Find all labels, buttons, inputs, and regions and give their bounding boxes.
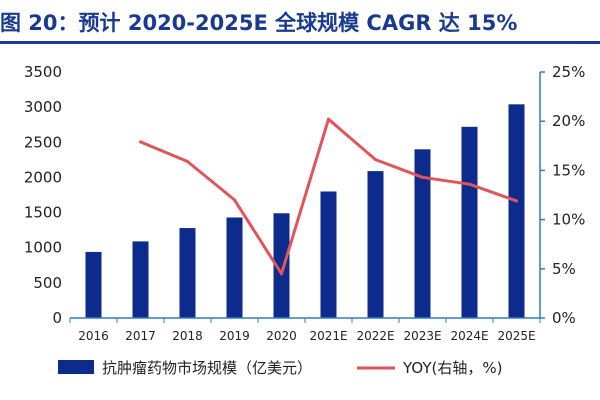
- bar: [367, 171, 384, 318]
- yoy-point: [280, 272, 283, 276]
- bar: [226, 217, 243, 318]
- left-axis-tick-label: 3000: [24, 98, 62, 116]
- left-axis-tick-label: 1500: [24, 204, 62, 222]
- x-axis-tick-label: 2021E: [309, 329, 347, 343]
- yoy-point: [139, 140, 142, 144]
- bar: [132, 241, 149, 318]
- right-axis-tick-label: 0%: [552, 309, 576, 327]
- bar: [414, 149, 431, 318]
- yoy-point: [327, 117, 330, 121]
- x-axis-tick-label: 2017: [125, 329, 156, 343]
- x-axis-tick-label: 2016: [78, 329, 109, 343]
- left-axis-tick-label: 2500: [24, 133, 62, 151]
- x-axis-tick-label: 2025E: [497, 329, 535, 343]
- yoy-point: [421, 175, 424, 179]
- legend-line-label: YOY(右轴，%): [402, 359, 502, 377]
- yoy-point: [233, 198, 236, 202]
- bar: [179, 228, 196, 318]
- right-axis-tick-label: 5%: [552, 260, 576, 278]
- x-axis-tick-label: 2019: [219, 329, 250, 343]
- right-axis-tick-label: 20%: [552, 112, 585, 130]
- x-axis-tick-label: 2022E: [356, 329, 394, 343]
- x-axis-tick-label: 2018: [172, 329, 203, 343]
- yoy-point: [515, 199, 518, 203]
- left-axis-tick-label: 0: [52, 309, 62, 327]
- yoy-point: [186, 160, 189, 164]
- legend-bar-label: 抗肿瘤药物市场规模（亿美元）: [102, 359, 312, 377]
- x-axis-tick-label: 2020: [266, 329, 297, 343]
- right-axis-tick-label: 15%: [552, 161, 585, 179]
- right-axis-tick-label: 25%: [552, 63, 585, 81]
- x-axis-tick-label: 2024E: [450, 329, 488, 343]
- left-axis-tick-label: 3500: [24, 63, 62, 81]
- bar: [85, 251, 102, 318]
- left-axis-tick-label: 1000: [24, 239, 62, 257]
- bar: [273, 213, 290, 318]
- chart-title: 图 20：预计 2020-2025E 全球规模 CAGR 达 15%: [0, 11, 518, 35]
- title-underline: [0, 41, 600, 44]
- bar: [461, 126, 478, 318]
- yoy-point: [468, 182, 471, 186]
- x-axis-tick-label: 2023E: [403, 329, 441, 343]
- bar: [508, 104, 525, 319]
- left-axis-tick-label: 500: [33, 274, 62, 292]
- right-axis-tick-label: 10%: [552, 211, 585, 229]
- left-axis-tick-label: 2000: [24, 168, 62, 186]
- legend-bar-swatch: [58, 360, 94, 374]
- yoy-point: [374, 158, 377, 162]
- bar: [320, 191, 337, 318]
